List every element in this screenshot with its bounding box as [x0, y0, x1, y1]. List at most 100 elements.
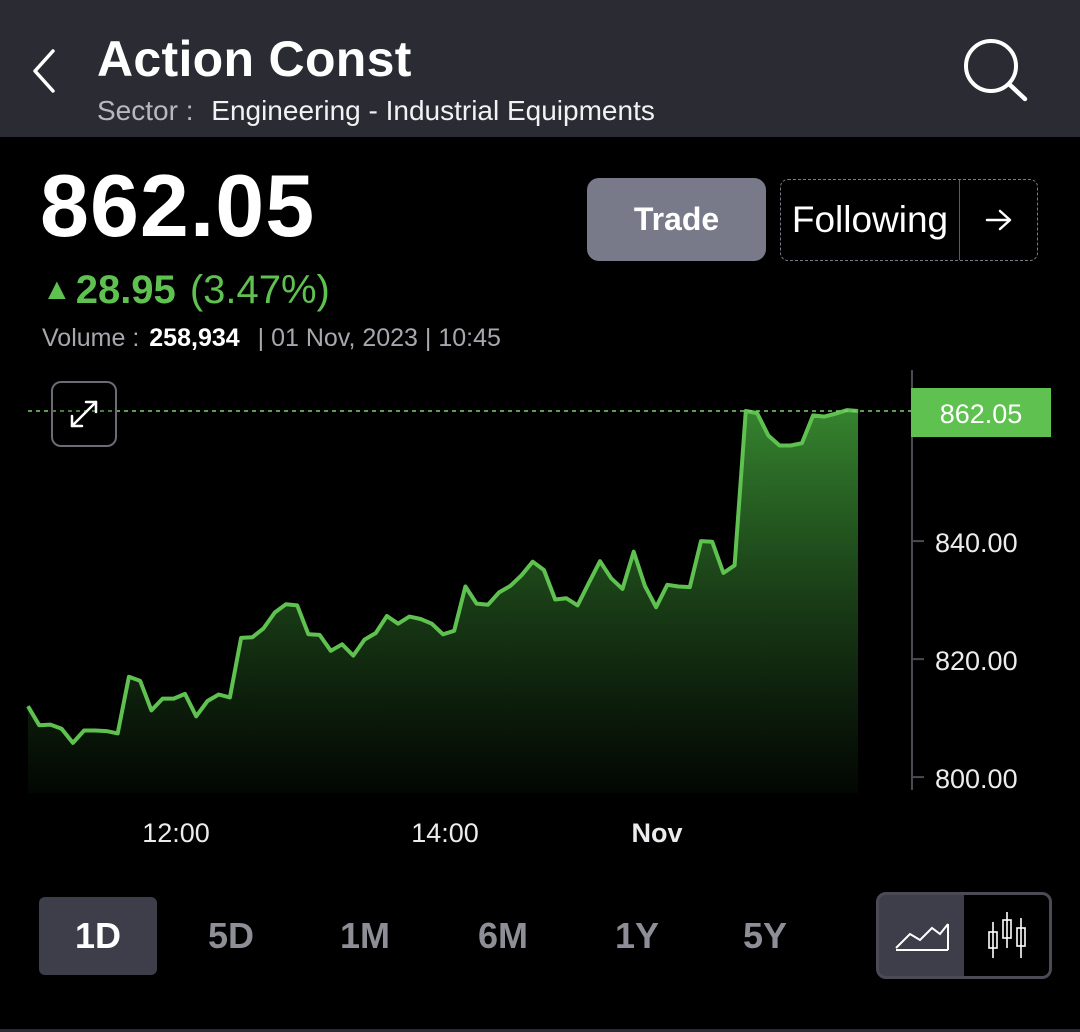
- volume-value: 258,934: [149, 324, 240, 352]
- candlestick-chart-button[interactable]: [964, 895, 1049, 976]
- arrow-right-icon: [985, 209, 1011, 231]
- range-tab-5y[interactable]: 5Y: [742, 915, 788, 956]
- price-point: [521, 574, 522, 576]
- price-point: [431, 623, 433, 625]
- price-point: [207, 700, 208, 702]
- price-point: [532, 561, 534, 563]
- search-icon: [964, 39, 1028, 102]
- price-area: [28, 410, 858, 793]
- range-tab-1m[interactable]: 1M: [339, 915, 390, 956]
- price-point: [386, 615, 388, 617]
- price-point: [72, 742, 74, 744]
- price-point: [296, 604, 298, 606]
- search-button[interactable]: [955, 34, 1033, 106]
- price-point: [722, 572, 724, 574]
- price-point: [767, 435, 769, 436]
- x-tick-label: 12:00: [142, 818, 210, 848]
- change-percent: (3.47%): [189, 268, 330, 312]
- price-point: [352, 655, 354, 657]
- price-point: [588, 582, 590, 584]
- range-tab-1d[interactable]: 1D: [39, 897, 157, 975]
- price-point: [464, 586, 466, 587]
- chevron-left-icon: [33, 49, 55, 93]
- price-point: [835, 413, 837, 415]
- line-chart-button[interactable]: [879, 895, 964, 976]
- quote-timestamp: | 01 Nov, 2023 | 10:45: [257, 324, 501, 352]
- price-point: [285, 603, 287, 605]
- sector-value: Engineering - Industrial Equipments: [211, 95, 655, 126]
- back-button[interactable]: [22, 45, 66, 97]
- price-point: [106, 730, 107, 732]
- y-tick-label: 800.00: [935, 764, 1018, 794]
- price-point: [364, 639, 365, 641]
- up-arrow-icon: ▲: [42, 273, 72, 306]
- range-tab-6m[interactable]: 6M: [477, 915, 528, 956]
- price-point: [240, 637, 242, 639]
- app-header: Action Const Sector : Engineering - Indu…: [0, 0, 1080, 137]
- price-point: [307, 633, 309, 635]
- x-tick-label: Nov: [631, 818, 682, 848]
- price-point: [734, 564, 736, 566]
- y-tick-label: 820.00: [935, 646, 1018, 676]
- price-point: [341, 643, 343, 645]
- price-point: [689, 586, 691, 588]
- price-point: [543, 569, 545, 571]
- price-point: [711, 541, 713, 543]
- price-point: [790, 445, 792, 446]
- price-point: [319, 634, 321, 636]
- price-point: [173, 698, 175, 700]
- expand-icon: [70, 400, 98, 428]
- price-point: [27, 705, 29, 707]
- price-point: [420, 618, 422, 620]
- x-tick-label: 14:00: [411, 818, 479, 848]
- price-point: [218, 694, 220, 695]
- price-point: [397, 623, 399, 625]
- sector-label: Sector :: [97, 95, 194, 126]
- price-point: [117, 732, 119, 734]
- price-point: [330, 650, 332, 652]
- current-price-tag-label: 862.05: [940, 399, 1023, 429]
- price-point: [263, 627, 264, 629]
- price-point: [94, 730, 96, 731]
- price-point: [577, 604, 579, 606]
- following-button[interactable]: Following: [781, 180, 960, 260]
- price-point: [857, 410, 859, 412]
- change-absolute: 28.95: [75, 268, 176, 312]
- price-point: [756, 412, 758, 414]
- price-point: [812, 414, 814, 416]
- range-tab-5d[interactable]: 5D: [207, 915, 255, 956]
- bottom-divider: [0, 1029, 1080, 1032]
- range-tab-1y[interactable]: 1Y: [614, 915, 660, 956]
- price-point: [599, 560, 601, 562]
- price-point: [229, 696, 231, 698]
- price-point: [251, 636, 253, 638]
- price-point: [498, 591, 500, 593]
- price-point: [61, 728, 63, 730]
- price-point: [801, 442, 803, 444]
- price-point: [49, 724, 51, 726]
- price-point: [700, 540, 702, 542]
- y-tick-label: 840.00: [935, 528, 1018, 558]
- price-point: [487, 604, 489, 606]
- volume-line: Volume : 258,934 | 01 Nov, 2023 | 10:45: [42, 322, 501, 354]
- price-point: [745, 410, 747, 412]
- price-point: [644, 585, 646, 587]
- expand-chart-button[interactable]: [51, 381, 117, 447]
- chart-type-toggle: [876, 892, 1052, 979]
- price-point: [554, 599, 556, 600]
- price-point: [823, 416, 825, 418]
- follow-arrow-button[interactable]: [960, 180, 1037, 260]
- price-point: [779, 445, 780, 446]
- price-point: [622, 588, 623, 590]
- price-point: [453, 630, 455, 632]
- price-point: [655, 606, 657, 608]
- price-point: [195, 715, 197, 717]
- price-point: [375, 632, 377, 634]
- price-point: [184, 693, 186, 695]
- sector-info: Sector : Engineering - Industrial Equipm…: [97, 94, 655, 128]
- price-chart[interactable]: 840.00 820.00 800.00 12:00 14:00 Nov 862.05: [0, 360, 1080, 860]
- price-point: [38, 724, 40, 726]
- candlestick-icon: [987, 911, 1026, 958]
- trade-button[interactable]: Trade: [587, 178, 766, 261]
- price-point: [666, 584, 668, 586]
